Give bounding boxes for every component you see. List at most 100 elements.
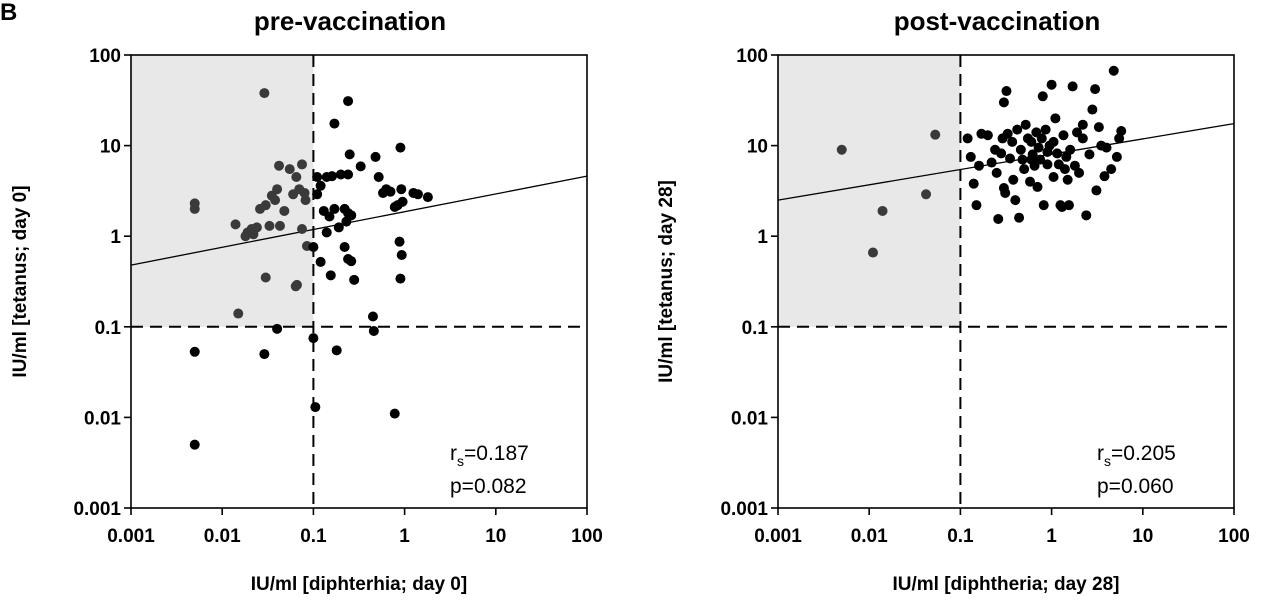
data-point (1101, 142, 1112, 153)
data-point (272, 184, 283, 195)
y-tick-label: 10 (100, 137, 121, 158)
data-point (368, 325, 379, 336)
data-point (1063, 200, 1074, 211)
data-point (1090, 84, 1101, 95)
chart-title: post-vaccination (894, 6, 1101, 36)
data-point (1050, 113, 1061, 124)
data-point (346, 210, 357, 221)
data-point (270, 195, 281, 206)
data-point (331, 345, 342, 356)
data-point (422, 192, 433, 203)
data-point (1046, 79, 1057, 90)
y-axis-label: IU/ml [tetanus; day 28] (656, 180, 677, 383)
data-point (982, 130, 993, 141)
data-point (272, 323, 283, 334)
x-tick-label: 0.1 (947, 526, 974, 547)
data-point (1037, 91, 1048, 102)
data-point (1040, 124, 1051, 135)
y-tick-label: 0.001 (720, 499, 768, 520)
x-tick-label: 0.001 (107, 526, 155, 547)
data-point (259, 88, 270, 99)
data-point (1008, 174, 1019, 185)
data-point (312, 189, 323, 200)
data-point (1015, 144, 1026, 155)
data-point (308, 333, 319, 344)
data-point (394, 236, 405, 247)
x-axis-label: IU/ml [diphtheria; day 28] (893, 574, 1120, 595)
data-point (1032, 181, 1043, 192)
data-point (385, 186, 396, 197)
data-point (290, 281, 301, 292)
data-point (412, 189, 423, 200)
shaded-region (131, 55, 314, 327)
data-point (1042, 159, 1053, 170)
data-point (1062, 174, 1073, 185)
data-point (291, 172, 302, 183)
data-point (300, 195, 311, 206)
p-value-label: p=0.060 (1097, 475, 1174, 498)
x-tick-label: 100 (571, 526, 603, 547)
data-point (1059, 164, 1070, 175)
data-point (965, 151, 976, 162)
data-point (370, 151, 381, 162)
shaded-region (778, 55, 961, 327)
x-tick-label: 0.01 (204, 526, 241, 547)
data-point (1081, 210, 1092, 221)
x-axis-label: IU/ml [diphterhia; day 0] (251, 574, 467, 595)
data-point (1116, 125, 1127, 136)
data-point (1000, 187, 1011, 198)
data-point (1007, 136, 1018, 147)
data-point (962, 133, 973, 144)
data-point (349, 274, 360, 285)
data-point (259, 349, 270, 360)
y-tick-label: 1 (110, 227, 121, 248)
data-point (968, 178, 979, 189)
data-point (339, 241, 350, 252)
data-point (308, 241, 319, 252)
data-point (389, 408, 400, 419)
y-tick-label: 0.1 (95, 318, 122, 339)
r-value: =0.187 (464, 442, 529, 465)
x-tick-label: 0.1 (300, 526, 327, 547)
regression-line (777, 122, 1235, 201)
y-tick-label: 1 (757, 227, 768, 248)
data-point (344, 149, 355, 160)
r-subscript: s (457, 453, 464, 469)
data-point (189, 439, 200, 450)
data-point (397, 196, 408, 207)
data-point (1002, 128, 1013, 139)
data-point (1077, 119, 1088, 130)
data-point (264, 220, 275, 231)
y-tick-label: 100 (736, 46, 768, 67)
data-point (1001, 86, 1012, 97)
data-point (993, 213, 1004, 224)
data-point (343, 96, 354, 107)
panel-letter: B (0, 0, 17, 26)
y-tick-label: 0.01 (731, 408, 768, 429)
data-point (1019, 164, 1030, 175)
data-point (986, 157, 997, 168)
data-point (346, 256, 357, 267)
data-point (373, 172, 384, 183)
data-point (1099, 171, 1110, 182)
data-point (1087, 104, 1098, 115)
plot-frame (777, 54, 1235, 509)
x-tick-label: 1 (399, 526, 410, 547)
data-point (1038, 200, 1049, 211)
data-point (1093, 122, 1104, 133)
data-point (260, 200, 271, 211)
data-point (877, 205, 888, 216)
data-point (1091, 185, 1102, 196)
data-point (274, 220, 285, 231)
y-tick-label: 10 (747, 137, 768, 158)
data-point (1074, 167, 1085, 178)
data-point (355, 161, 366, 172)
r-symbol: r (1097, 442, 1104, 465)
data-point (1052, 148, 1063, 159)
data-point (1036, 133, 1047, 144)
data-point (1026, 154, 1037, 165)
y-tick-label: 100 (89, 46, 121, 67)
regression-line (130, 175, 588, 266)
data-point (395, 273, 406, 284)
data-point (1025, 176, 1036, 187)
